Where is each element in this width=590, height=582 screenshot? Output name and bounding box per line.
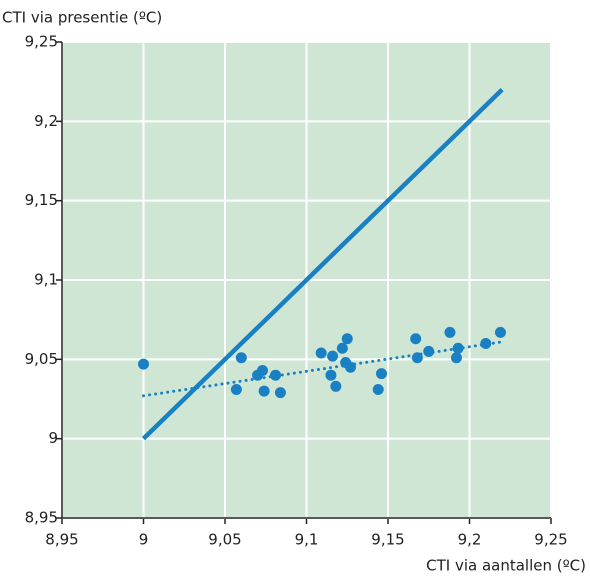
point	[336, 342, 348, 354]
point	[372, 383, 384, 395]
point	[452, 342, 464, 354]
y-tick-label: 9,15	[25, 191, 58, 209]
point	[258, 385, 270, 397]
point	[230, 383, 242, 395]
y-tick-label: 9,1	[34, 271, 58, 289]
point	[411, 352, 423, 364]
point	[410, 333, 422, 345]
point	[138, 358, 149, 370]
point	[450, 352, 462, 364]
x-tick-label: 9,2	[458, 531, 482, 549]
point	[256, 364, 268, 376]
point	[423, 345, 435, 357]
point	[341, 333, 353, 345]
y-axis-label: CTI via presentie (ºC)	[2, 9, 162, 27]
trend-line	[142, 340, 504, 398]
reference-line	[141, 87, 504, 441]
point	[274, 387, 286, 399]
point	[327, 350, 339, 362]
x-tick-label: 9,25	[534, 531, 567, 549]
y-tick-label: 8,95	[25, 509, 58, 527]
y-tick-label: 9,2	[34, 112, 58, 130]
point	[480, 337, 492, 349]
point	[270, 369, 282, 381]
x-axis-label: CTI via aantallen (ºC)	[426, 557, 586, 575]
point	[375, 368, 387, 380]
point	[494, 326, 506, 338]
point	[235, 352, 247, 364]
point	[325, 369, 337, 381]
y-tick-label: 9	[48, 429, 58, 447]
y-tick-label: 9,05	[25, 350, 58, 368]
x-tick-label: 9,1	[295, 531, 319, 549]
point	[330, 380, 342, 392]
x-tick-label: 9,05	[208, 531, 241, 549]
point	[315, 347, 327, 359]
x-tick-label: 9,15	[371, 531, 404, 549]
point	[345, 361, 357, 373]
x-tick-label: 9	[139, 531, 149, 549]
y-tick-label: 9,25	[25, 33, 58, 51]
x-tick-label: 8,95	[45, 531, 78, 549]
point	[444, 326, 456, 338]
